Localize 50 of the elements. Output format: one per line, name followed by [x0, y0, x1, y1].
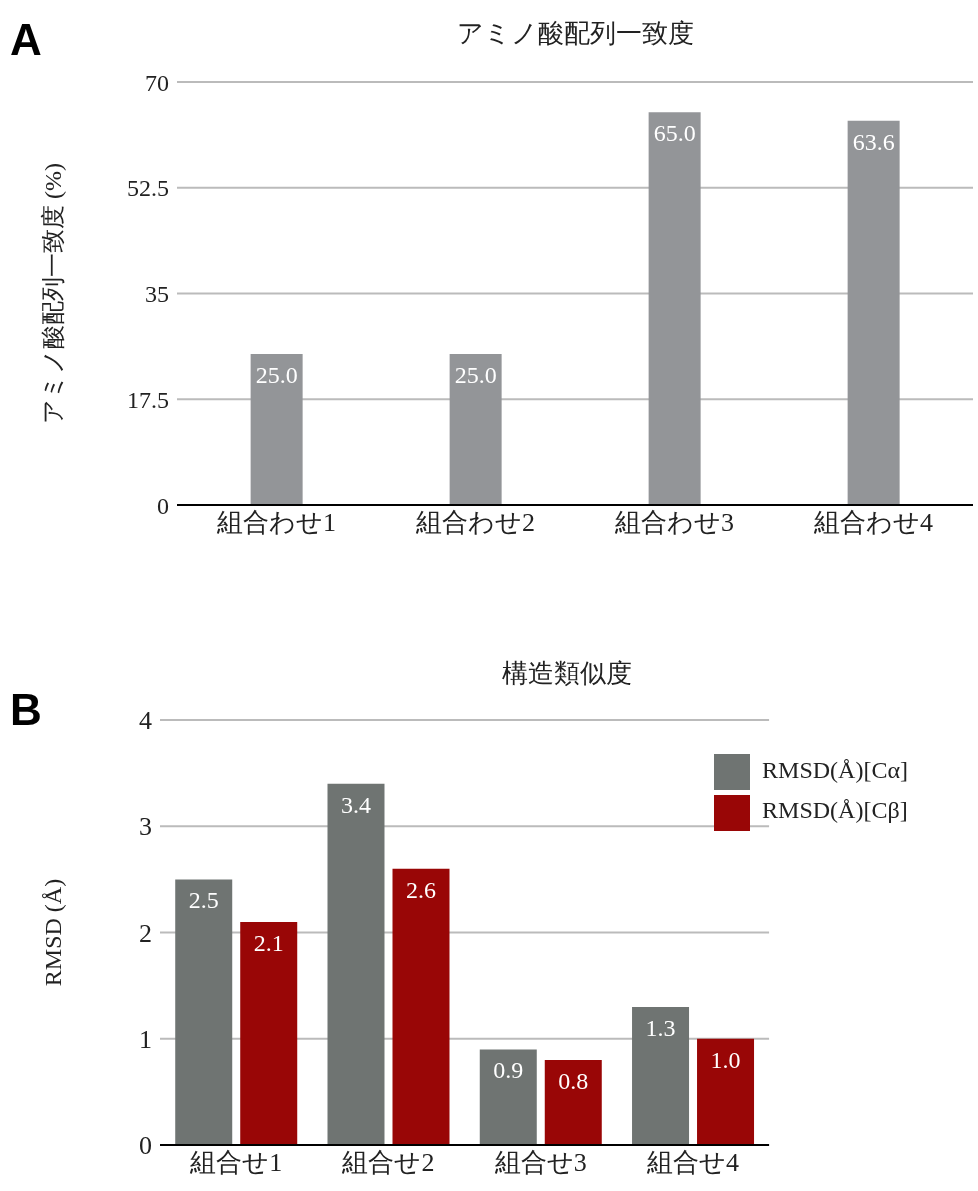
bar: [240, 921, 298, 1145]
bar: [175, 879, 233, 1145]
bar: [449, 353, 502, 505]
bar: [697, 1038, 755, 1145]
x-tick-label: 組合わせ2: [415, 508, 535, 538]
legend-label: RMSD(Å)[Cβ]: [762, 797, 908, 824]
data-label: 2.6: [406, 876, 436, 903]
x-tick-label: 組合せ1: [189, 1148, 283, 1178]
y-tick-label: 0: [157, 492, 169, 519]
text: A: [10, 15, 42, 64]
data-label: 0.9: [493, 1057, 524, 1084]
y-tick-label: 0: [139, 1131, 152, 1161]
bar: [847, 120, 900, 505]
data-label: 1.0: [710, 1046, 741, 1073]
data-label: 2.5: [188, 887, 219, 914]
data-label: 1.3: [645, 1014, 676, 1041]
bar: [250, 353, 303, 505]
text: B: [10, 685, 42, 734]
y-tick-label: 35: [145, 281, 169, 308]
y-tick-label: 52.5: [127, 175, 169, 202]
bar: [392, 868, 450, 1145]
x-tick-label: 組合わせ1: [216, 508, 336, 538]
y-axis-title: RMSD (Å): [40, 878, 66, 987]
bar: [544, 1060, 602, 1145]
bar: [327, 783, 385, 1145]
data-label: 63.6: [852, 128, 895, 155]
y-tick-label: 17.5: [127, 386, 169, 413]
data-label: 0.8: [558, 1068, 589, 1095]
data-label: 3.4: [341, 791, 371, 818]
x-tick-label: 組合わせ3: [614, 508, 734, 538]
bar: [632, 1006, 690, 1145]
legend-label: RMSD(Å)[Cα]: [762, 757, 908, 783]
x-tick-label: 組合わせ4: [813, 508, 933, 538]
data-label: 25.0: [255, 361, 298, 388]
y-tick-label: 4: [139, 706, 152, 736]
x-tick-label: 組合せ3: [493, 1148, 587, 1178]
x-tick-label: 組合せ4: [645, 1148, 739, 1178]
data-label: 2.1: [253, 929, 284, 956]
y-tick-label: 2: [139, 918, 152, 948]
y-axis-title: アミノ酸配列一致度 (%): [40, 163, 66, 424]
chart-title: 構造類似度: [500, 658, 633, 690]
data-label: 65.0: [653, 120, 696, 147]
bar: [479, 1049, 537, 1145]
chart-title: アミノ酸配列一致度: [455, 18, 695, 50]
bar: [648, 112, 701, 505]
data-label: 25.0: [454, 361, 497, 388]
y-tick-label: 1: [139, 1024, 152, 1054]
x-tick-label: 組合せ2: [341, 1148, 435, 1178]
y-tick-label: 70: [145, 69, 169, 96]
y-tick-label: 3: [139, 812, 152, 842]
